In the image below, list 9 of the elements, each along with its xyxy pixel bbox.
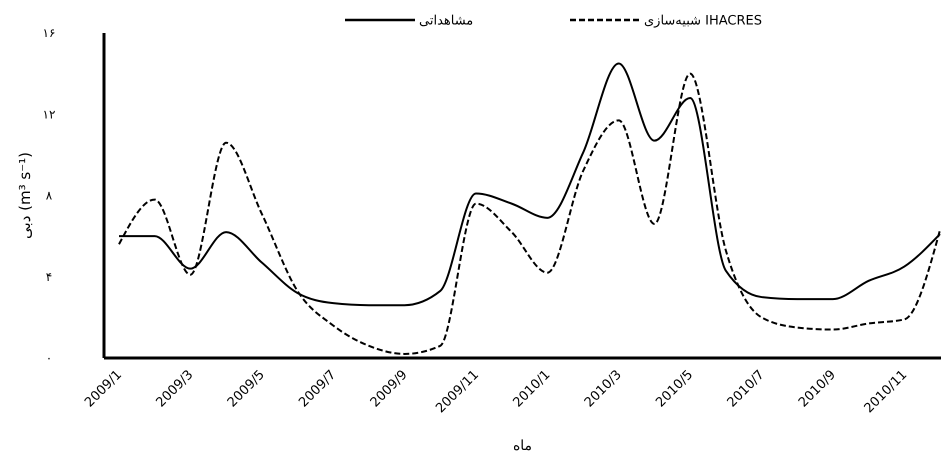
y-tick-label: ۱۶ bbox=[42, 26, 56, 40]
y-axis-title: دبی (m³ s⁻¹) bbox=[16, 152, 34, 239]
legend-label: شبیه‌سازی IHACRES bbox=[644, 14, 762, 29]
y-tick-label: ۱۲ bbox=[42, 107, 56, 122]
legend-label: مشاهداتی bbox=[419, 14, 474, 29]
y-tick-label: ۰ bbox=[46, 351, 52, 366]
y-tick-label: ۸ bbox=[46, 188, 53, 203]
y-tick-label: ۴ bbox=[46, 270, 52, 284]
x-axis-title: ماه bbox=[512, 438, 532, 454]
